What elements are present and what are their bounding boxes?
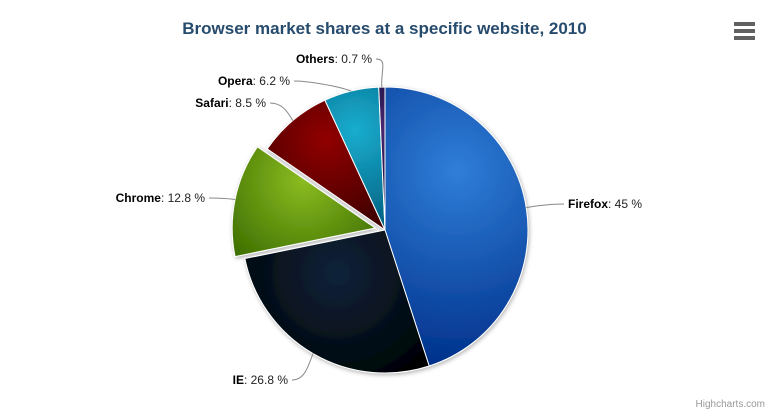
pie-slice-ie[interactable]: [244, 229, 430, 374]
label-connector: [526, 203, 565, 209]
data-label-chrome[interactable]: Chrome: 12.8 %: [115, 191, 205, 205]
data-label-safari[interactable]: Safari: 8.5 %: [195, 96, 266, 110]
data-label-firefox[interactable]: Firefox: 45 %: [568, 197, 643, 211]
chart-title: Browser market shares at a specific webs…: [182, 19, 587, 38]
data-label-ie[interactable]: IE: 26.8 %: [232, 373, 288, 387]
label-connector: [291, 353, 314, 381]
label-connectors-group: [208, 58, 565, 381]
label-connector: [375, 58, 384, 88]
label-connector: [293, 80, 352, 92]
label-connector: [208, 197, 236, 200]
hamburger-menu-icon: [733, 19, 755, 43]
data-label-opera[interactable]: Opera: 6.2 %: [217, 74, 290, 88]
pie-slice-others[interactable]: [378, 86, 386, 231]
chart-context-menu-button[interactable]: [731, 20, 757, 42]
credits-link[interactable]: Highcharts.com: [695, 399, 765, 410]
label-connector: [269, 102, 294, 121]
pie-slices-group: [231, 86, 529, 374]
pie-slice-firefox[interactable]: [384, 86, 529, 367]
data-label-others[interactable]: Others: 0.7 %: [295, 52, 372, 66]
